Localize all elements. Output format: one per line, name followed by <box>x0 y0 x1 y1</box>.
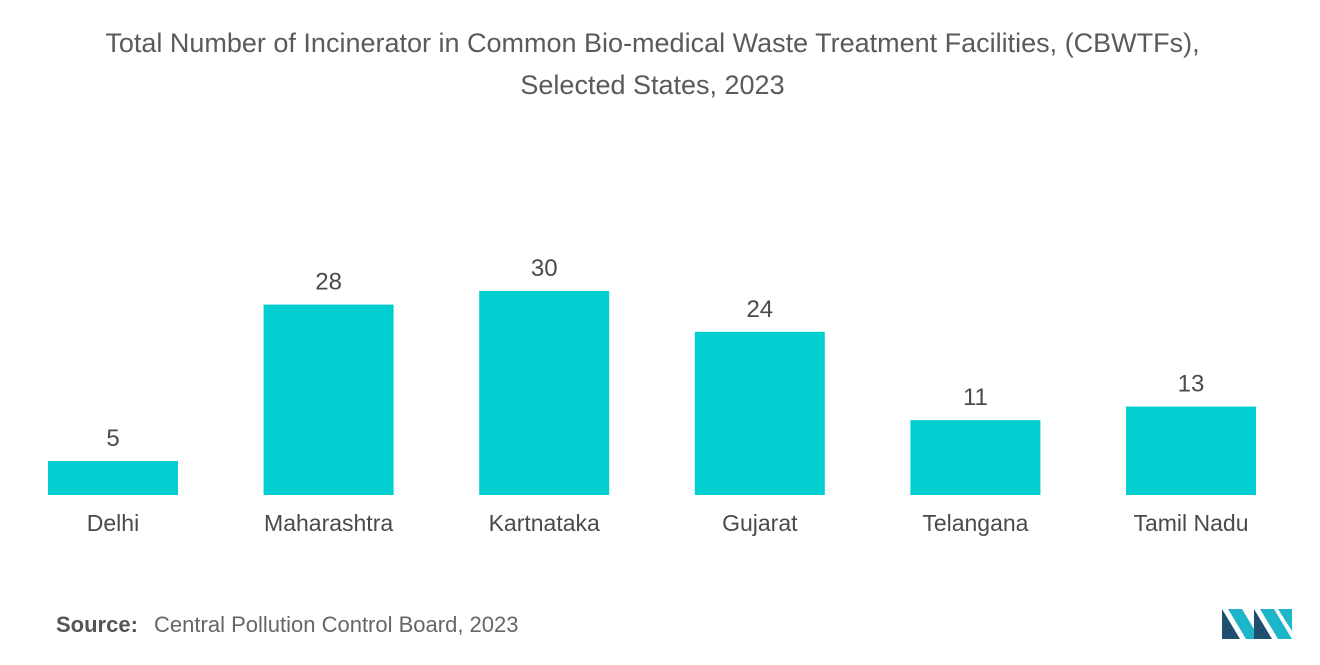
chart-title-line-1: Total Number of Incinerator in Common Bi… <box>105 28 1200 58</box>
x-tick-label: Tamil Nadu <box>1133 510 1248 536</box>
source-note: Source: Central Pollution Control Board,… <box>56 612 519 638</box>
data-label: 28 <box>315 269 342 296</box>
x-tick-label: Kartnataka <box>489 510 600 536</box>
data-label: 24 <box>746 296 773 323</box>
x-tick-label: Delhi <box>87 510 139 536</box>
bar-gujarat <box>694 331 825 495</box>
x-tick-label: Telangana <box>922 510 1028 536</box>
bar-maharashtra <box>263 304 394 495</box>
bar-delhi <box>48 461 178 495</box>
data-label: 5 <box>106 425 119 452</box>
bar-tamil-nadu <box>1126 406 1256 495</box>
x-tick-label: Maharashtra <box>264 510 393 536</box>
data-label: 13 <box>1178 371 1205 398</box>
source-label: Source: <box>56 612 138 637</box>
data-label: 30 <box>531 255 558 282</box>
source-text: Central Pollution Control Board, 2023 <box>154 612 519 637</box>
chart-title: Total Number of Incinerator in Common Bi… <box>0 22 1305 106</box>
bar-kartnataka <box>479 291 610 495</box>
data-label: 11 <box>963 384 988 411</box>
mordor-intelligence-logo-icon <box>1222 609 1292 639</box>
x-tick-label: Gujarat <box>722 510 798 536</box>
bar-telangana <box>910 420 1041 495</box>
chart-title-line-2: Selected States, 2023 <box>520 70 785 100</box>
